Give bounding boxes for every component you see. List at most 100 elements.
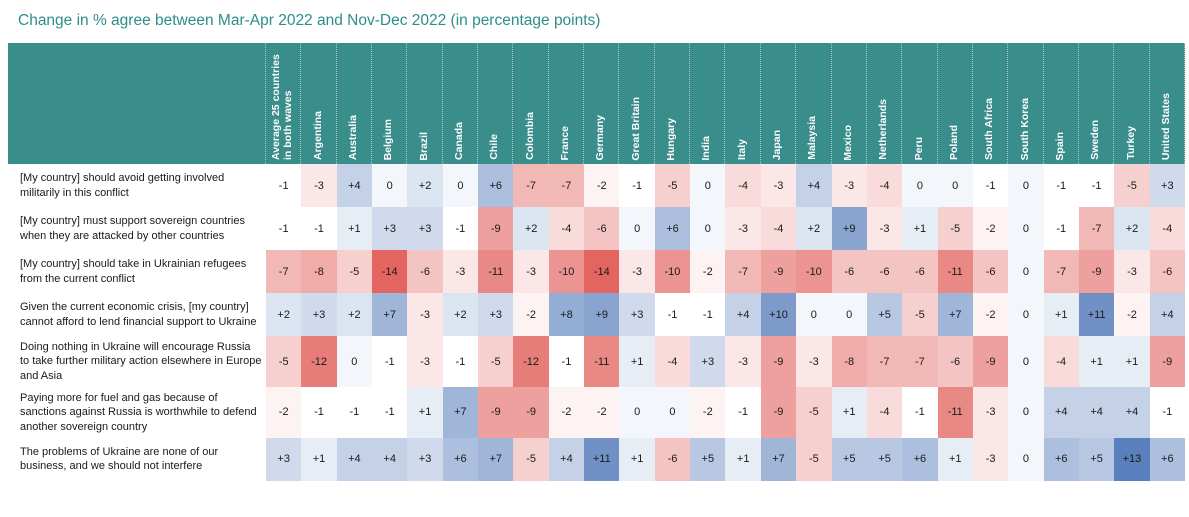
heatmap-cell: +3: [266, 437, 302, 481]
heatmap-cell: +8: [548, 293, 585, 337]
heatmap-cell: +6: [1149, 437, 1185, 481]
heatmap-cell: -5: [1114, 164, 1150, 208]
heatmap-cell: +1: [336, 207, 373, 251]
column-header: Peru: [902, 43, 938, 165]
heatmap-cell: -9: [1078, 250, 1115, 294]
heatmap-cell: -1: [372, 336, 408, 388]
heatmap-cell: -3: [725, 207, 761, 251]
heatmap-cell: +1: [1078, 336, 1115, 388]
heatmap-cell: -2: [690, 250, 726, 294]
heatmap-cell: 0: [1008, 336, 1044, 388]
column-header-label: Chile: [488, 134, 501, 161]
heatmap-cell: -5: [513, 437, 549, 481]
column-header-label: Hungary: [665, 117, 678, 161]
heatmap-cell: -6: [972, 250, 1009, 294]
heatmap-cell: -1: [902, 387, 938, 438]
heatmap-cell: +4: [725, 293, 761, 337]
heatmap-cell: 0: [690, 207, 726, 251]
heatmap-cell: -10: [654, 250, 691, 294]
heatmap-cell: -5: [654, 164, 691, 208]
heatmap-cell: -5: [478, 336, 514, 388]
heatmap-cell: -12: [301, 336, 337, 388]
heatmap-cell: -2: [972, 293, 1009, 337]
heatmap-cell: +4: [1078, 387, 1115, 438]
heatmap-cell: -7: [1043, 250, 1079, 294]
column-header-label: France: [559, 125, 572, 161]
heatmap-cell: -11: [584, 336, 620, 388]
column-header-label: Netherlands: [877, 99, 890, 161]
heatmap-cell: 0: [902, 164, 938, 208]
column-header: India: [690, 43, 726, 165]
heatmap-cell: -5: [902, 293, 938, 337]
column-header-label: Argentina: [311, 111, 324, 161]
column-header: Belgium: [372, 43, 408, 165]
heatmap-cell: +4: [1149, 293, 1185, 337]
heatmap-cell: -1: [654, 293, 691, 337]
heatmap-cell: 0: [690, 164, 726, 208]
column-header: Mexico: [831, 43, 867, 165]
column-header: Hungary: [654, 43, 691, 165]
column-header: Malaysia: [796, 43, 832, 165]
header-corner: [8, 43, 266, 165]
heatmap-cell: -6: [1149, 250, 1185, 294]
row-label: Paying more for fuel and gas because of …: [8, 387, 266, 438]
heatmap-cell: 0: [654, 387, 691, 438]
column-header-label: Brazil: [417, 131, 430, 161]
row-label: Given the current economic crisis, [my c…: [8, 293, 266, 337]
heatmap-cell: +2: [796, 207, 832, 251]
heatmap-cell: 0: [1008, 164, 1044, 208]
heatmap-cell: -5: [796, 437, 832, 481]
heatmap-cell: +7: [760, 437, 797, 481]
heatmap-cell: +3: [478, 293, 514, 337]
heatmap-cell: -3: [831, 164, 867, 208]
heatmap-cell: -3: [1114, 250, 1150, 294]
column-header-label: Canada: [453, 122, 466, 161]
heatmap-cell: +5: [690, 437, 726, 481]
heatmap-cell: +4: [372, 437, 408, 481]
heatmap-cell: +3: [407, 207, 443, 251]
heatmap-cell: -3: [513, 250, 549, 294]
heatmap-cell: -3: [866, 207, 903, 251]
heatmap-cell: +2: [407, 164, 443, 208]
heatmap-cell: -3: [301, 164, 337, 208]
heatmap-cell: -7: [1078, 207, 1115, 251]
column-header-label: India: [700, 135, 713, 161]
heatmap-cell: +2: [336, 293, 373, 337]
heatmap-cell: -2: [584, 164, 620, 208]
column-header: Argentina: [301, 43, 337, 165]
heatmap-cell: +1: [619, 437, 655, 481]
heatmap-cell: -3: [407, 336, 443, 388]
heatmap-cell: -4: [1149, 207, 1185, 251]
heatmap-cell: 0: [619, 387, 655, 438]
heatmap-cell: -7: [866, 336, 903, 388]
heatmap-cell: -1: [690, 293, 726, 337]
column-header-label: Great Britain: [629, 96, 642, 161]
column-header-label: Germany: [594, 114, 607, 161]
heatmap-cell: -1: [336, 387, 373, 438]
heatmap-cell: +6: [442, 437, 479, 481]
heatmap-cell: -1: [301, 207, 337, 251]
heatmap-cell: 0: [442, 164, 479, 208]
heatmap-cell: +1: [1114, 336, 1150, 388]
column-header-label: Italy: [735, 139, 748, 161]
column-header-label: Malaysia: [806, 116, 819, 161]
heatmap-cell: -6: [831, 250, 867, 294]
heatmap-cell: +11: [584, 437, 620, 481]
heatmap-cell: 0: [1008, 293, 1044, 337]
row-label: [My country] should take in Ukrainian re…: [8, 250, 266, 294]
row-label: [My country] must support sovereign coun…: [8, 207, 266, 251]
heatmap-cell: +2: [1114, 207, 1150, 251]
heatmap-cell: 0: [336, 336, 373, 388]
heatmap-cell: -1: [266, 164, 302, 208]
column-header-label: Spain: [1053, 131, 1066, 161]
column-header: Chile: [478, 43, 514, 165]
heatmap-cell: 0: [796, 293, 832, 337]
column-header-label: Peru: [912, 136, 925, 161]
heatmap-cell: +1: [831, 387, 867, 438]
column-header: South Africa: [972, 43, 1009, 165]
heatmap-cell: +5: [1078, 437, 1115, 481]
heatmap-cell: -3: [760, 164, 797, 208]
heatmap-cell: +1: [407, 387, 443, 438]
heatmap-cell: -5: [336, 250, 373, 294]
heatmap-cell: +1: [902, 207, 938, 251]
